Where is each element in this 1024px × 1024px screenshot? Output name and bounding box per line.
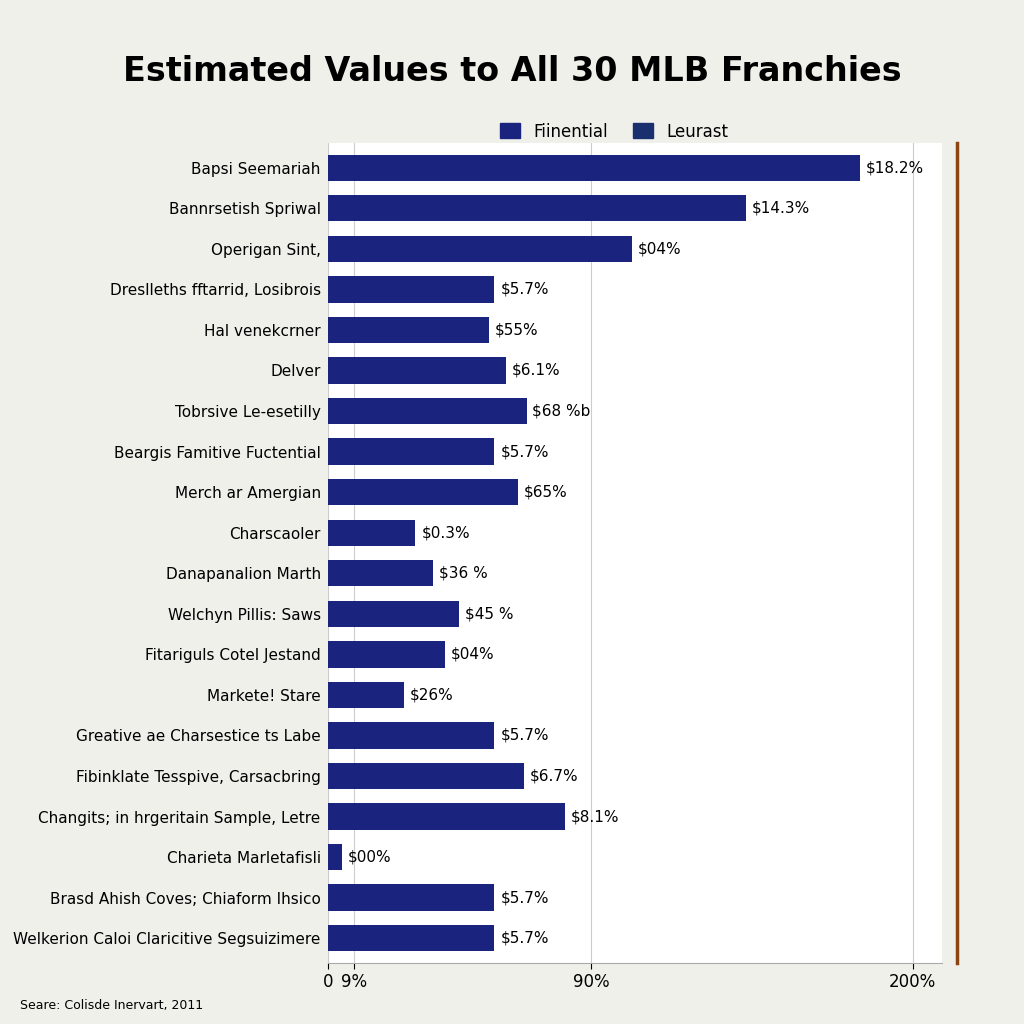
Text: Estimated Values to All 30 MLB Franchies: Estimated Values to All 30 MLB Franchies	[123, 55, 901, 88]
Bar	[328, 316, 488, 343]
Text: $5.7%: $5.7%	[501, 931, 549, 946]
Bar	[328, 519, 416, 546]
Legend: Fiinential, Leurast: Fiinential, Leurast	[494, 116, 735, 147]
Bar	[328, 682, 403, 708]
Bar	[328, 722, 495, 749]
Text: $5.7%: $5.7%	[501, 282, 549, 297]
Text: $36 %: $36 %	[439, 565, 487, 581]
Bar	[328, 641, 444, 668]
Bar	[328, 438, 495, 465]
Bar	[328, 804, 564, 829]
Bar	[328, 236, 632, 262]
Bar	[328, 601, 460, 627]
Bar	[328, 885, 495, 911]
Text: $04%: $04%	[451, 647, 495, 662]
Text: $04%: $04%	[638, 242, 681, 256]
Text: $65%: $65%	[523, 484, 567, 500]
Text: $5.7%: $5.7%	[501, 728, 549, 743]
Text: $5.7%: $5.7%	[501, 444, 549, 459]
Text: $6.7%: $6.7%	[529, 768, 579, 783]
Bar	[328, 195, 746, 221]
Text: $14.3%: $14.3%	[752, 201, 810, 216]
Bar	[328, 479, 518, 505]
Bar	[328, 155, 860, 181]
Text: Seare: Colisde Inervart, 2011: Seare: Colisde Inervart, 2011	[20, 998, 204, 1012]
Text: $5.7%: $5.7%	[501, 890, 549, 905]
Text: $0.3%: $0.3%	[421, 525, 470, 541]
Bar	[328, 560, 433, 587]
Bar	[328, 357, 506, 384]
Text: $45 %: $45 %	[465, 606, 514, 622]
Bar	[328, 276, 495, 302]
Text: $8.1%: $8.1%	[570, 809, 620, 824]
Bar	[328, 925, 495, 951]
Bar	[328, 763, 523, 790]
Text: $6.1%: $6.1%	[512, 362, 560, 378]
Bar	[328, 844, 342, 870]
Bar	[328, 398, 526, 424]
Text: $26%: $26%	[410, 687, 454, 702]
Text: $68 %b: $68 %b	[532, 403, 591, 419]
Text: $00%: $00%	[348, 850, 392, 864]
Text: $55%: $55%	[495, 323, 538, 338]
Text: $18.2%: $18.2%	[866, 160, 924, 175]
